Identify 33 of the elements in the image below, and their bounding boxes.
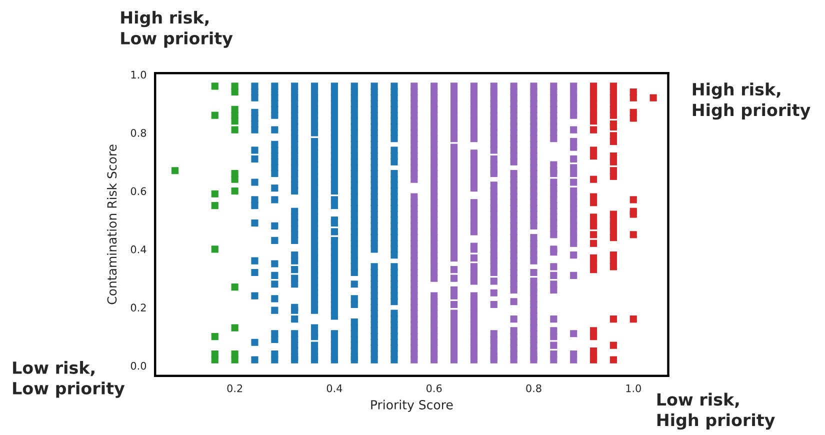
point bbox=[231, 324, 238, 332]
point bbox=[231, 126, 238, 134]
point bbox=[211, 333, 218, 340]
point bbox=[211, 356, 218, 364]
y-tick-label: 0.4 bbox=[130, 245, 146, 254]
x-tick-label: 0.6 bbox=[426, 384, 442, 392]
y-axis-title: Contamination Risk Score bbox=[106, 144, 117, 304]
y-tick-label: 0.8 bbox=[130, 128, 146, 137]
x-tick-label: 0.4 bbox=[326, 384, 342, 392]
y-tick-label: 0.6 bbox=[130, 187, 146, 196]
x-tick-label: 0.2 bbox=[227, 384, 242, 392]
point bbox=[231, 356, 238, 364]
point bbox=[211, 246, 218, 253]
text: Low risk, High priority bbox=[657, 392, 775, 430]
x-tick-label: 1.0 bbox=[626, 384, 641, 392]
point bbox=[171, 167, 179, 174]
text: High risk, Low priority bbox=[121, 10, 233, 48]
x-tick-label: 0.8 bbox=[526, 384, 542, 392]
y-tick-label: 0.0 bbox=[130, 362, 146, 370]
point bbox=[211, 190, 218, 198]
point bbox=[211, 82, 218, 90]
point bbox=[231, 284, 238, 291]
point bbox=[231, 187, 238, 195]
point bbox=[231, 176, 238, 183]
y-tick-label: 1.0 bbox=[131, 70, 146, 79]
text: High risk, High priority bbox=[692, 82, 810, 120]
point bbox=[231, 88, 238, 96]
x-axis-title: Priority Score bbox=[371, 400, 453, 412]
point bbox=[211, 112, 218, 119]
point bbox=[231, 118, 238, 125]
text: Low risk, Low priority bbox=[13, 361, 125, 398]
y-tick-label: 0.2 bbox=[130, 304, 146, 312]
point bbox=[211, 202, 218, 210]
